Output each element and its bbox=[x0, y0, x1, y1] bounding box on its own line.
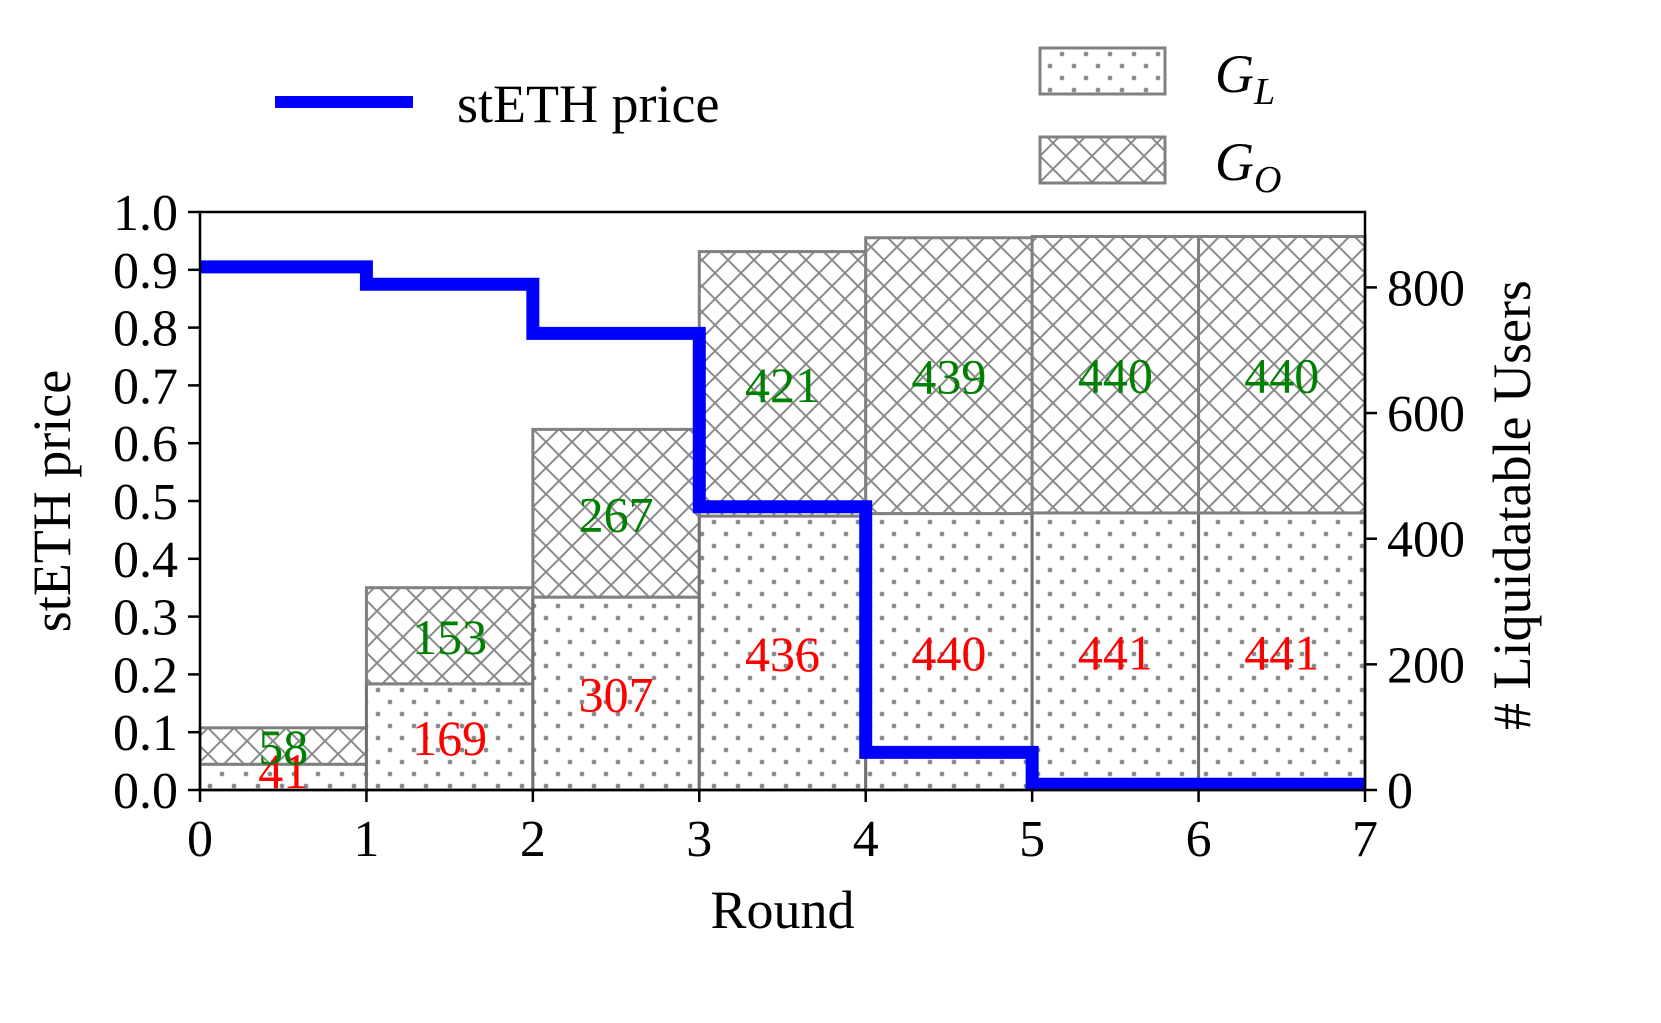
go-bar-label: 421 bbox=[745, 357, 820, 413]
go-bar-label: 267 bbox=[579, 486, 654, 542]
gl-bar-label: 441 bbox=[1078, 624, 1153, 680]
go-bar-label: 58 bbox=[258, 719, 308, 775]
go-bar-label: 439 bbox=[911, 349, 986, 405]
price-line-layer bbox=[200, 260, 1365, 791]
y2-axis-title: # Liquidatable Users bbox=[1482, 280, 1542, 730]
x-tick-label: 0 bbox=[187, 811, 213, 868]
y-tick-label: 0.8 bbox=[113, 301, 178, 358]
legend-go-sub: O bbox=[1254, 159, 1281, 201]
y2-tick-label: 800 bbox=[1387, 260, 1465, 317]
go-bar bbox=[198, 726, 368, 766]
y-tick-label: 0.7 bbox=[113, 358, 178, 415]
legend-gl-sub: L bbox=[1253, 71, 1275, 113]
gl-bar-label: 436 bbox=[745, 626, 820, 682]
y-tick-label: 1.0 bbox=[113, 185, 178, 242]
y-tick-label: 0.4 bbox=[113, 532, 178, 589]
legend-gl-label: GL bbox=[1215, 44, 1275, 113]
go-bar bbox=[1030, 235, 1201, 515]
y2-tick-label: 600 bbox=[1387, 386, 1465, 443]
y-tick-label: 0.1 bbox=[113, 705, 178, 762]
x-tick-label: 5 bbox=[1019, 811, 1045, 868]
x-tick-label: 4 bbox=[853, 811, 879, 868]
y-axis-title: stETH price bbox=[22, 370, 82, 632]
legend-gl-swatch bbox=[1038, 46, 1167, 96]
gl-bar-label: 441 bbox=[1244, 624, 1319, 680]
legend-go-main: G bbox=[1215, 132, 1254, 192]
y-tick-label: 0.3 bbox=[113, 590, 178, 647]
legend-line-label: stETH price bbox=[457, 74, 719, 134]
go-bar bbox=[864, 236, 1034, 516]
y-tick-label: 0.5 bbox=[113, 474, 178, 531]
legend-go-swatch bbox=[1038, 135, 1167, 185]
x-tick-label: 6 bbox=[1186, 811, 1212, 868]
legend-gl-main: G bbox=[1215, 44, 1254, 104]
go-bar-label: 440 bbox=[1244, 348, 1319, 404]
legend: stETH price GL GO bbox=[275, 44, 1281, 201]
steth-price-line bbox=[200, 260, 1365, 791]
go-bar-label: 440 bbox=[1078, 348, 1153, 404]
go-bar-label: 153 bbox=[412, 609, 487, 665]
legend-go-label: GO bbox=[1215, 132, 1281, 201]
x-tick-label: 2 bbox=[520, 811, 546, 868]
y2-tick-label: 200 bbox=[1387, 637, 1465, 694]
ticks-layer: 0 1 2 3 4 5 6 7 0.00.10.20.30.40.50.60.70.80.91.… bbox=[113, 185, 1465, 868]
y-tick-label: 0.0 bbox=[113, 763, 178, 820]
gl-bar-label: 307 bbox=[579, 667, 654, 723]
go-bar bbox=[1197, 235, 1367, 515]
bars-layer bbox=[198, 235, 1367, 792]
x-tick-label: 7 bbox=[1352, 811, 1378, 868]
x-tick-label: 3 bbox=[686, 811, 712, 868]
go-bar bbox=[531, 427, 701, 599]
y2-tick-label: 400 bbox=[1387, 512, 1465, 569]
gl-bar-label: 440 bbox=[911, 625, 986, 681]
x-tick-label: 1 bbox=[353, 811, 379, 868]
gl-bar-label: 169 bbox=[412, 710, 487, 766]
y-tick-label: 0.6 bbox=[113, 416, 178, 473]
y-tick-label: 0.9 bbox=[113, 243, 178, 300]
x-axis-title: Round bbox=[710, 880, 854, 940]
y2-tick-label: 0 bbox=[1387, 763, 1413, 820]
y-tick-label: 0.2 bbox=[113, 647, 178, 704]
